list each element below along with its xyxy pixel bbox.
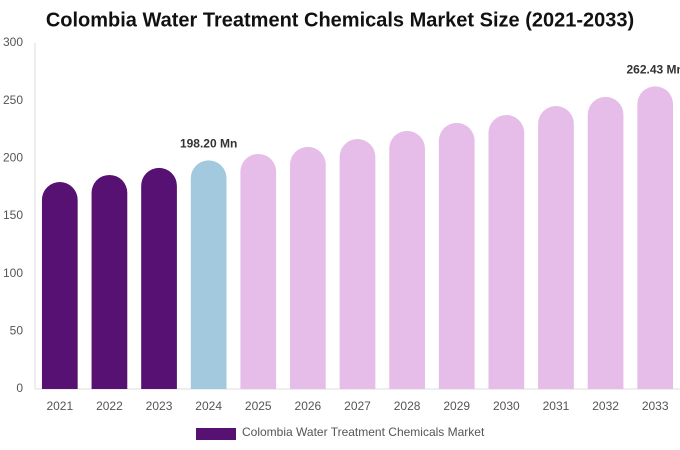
bar <box>389 130 425 389</box>
bar <box>41 181 78 389</box>
y-tick-label: 50 <box>10 324 24 338</box>
bar <box>488 114 525 389</box>
y-tick-label: 150 <box>3 208 23 222</box>
legend-label: Colombia Water Treatment Chemicals Marke… <box>242 425 485 439</box>
value-label: 262.43 Mn <box>627 63 680 77</box>
bar <box>538 105 574 390</box>
y-tick-label: 200 <box>3 151 23 165</box>
x-tick-label: 2024 <box>195 399 222 413</box>
bar <box>190 160 227 389</box>
y-tick-label: 100 <box>3 266 23 280</box>
value-label: 198.20 Mn <box>180 137 237 151</box>
bar <box>587 96 624 390</box>
bar <box>141 167 177 389</box>
x-tick-label: 2025 <box>245 399 272 413</box>
y-tick-label: 0 <box>16 381 23 395</box>
chart-title: Colombia Water Treatment Chemicals Marke… <box>46 9 634 31</box>
x-tick-label: 2026 <box>295 399 322 413</box>
bar <box>438 122 475 389</box>
x-tick-label: 2032 <box>592 399 619 413</box>
bar <box>339 138 376 389</box>
x-tick-label: 2027 <box>344 399 371 413</box>
x-tick-label: 2022 <box>96 399 123 413</box>
x-tick-label: 2028 <box>394 399 421 413</box>
x-tick-label: 2033 <box>642 399 669 413</box>
bar <box>240 153 277 389</box>
x-tick-label: 2030 <box>493 399 520 413</box>
x-tick-label: 2029 <box>443 399 470 413</box>
x-tick-label: 2023 <box>146 399 173 413</box>
legend-swatch <box>196 428 236 440</box>
x-tick-label: 2021 <box>46 399 73 413</box>
y-tick-label: 250 <box>3 93 23 107</box>
bar <box>637 86 674 390</box>
x-tick-label: 2031 <box>543 399 570 413</box>
y-tick-label: 300 <box>3 35 23 49</box>
bar <box>91 174 128 389</box>
bar <box>290 146 326 389</box>
